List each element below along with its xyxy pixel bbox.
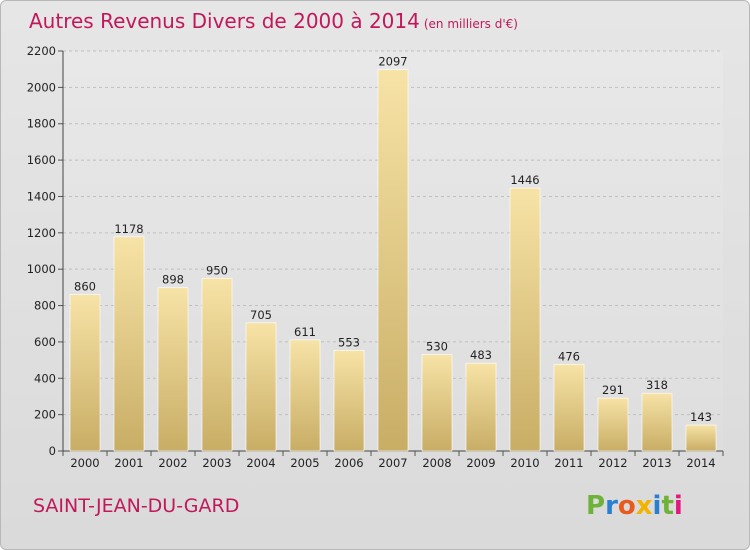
x-tick-label: 2000 <box>70 456 99 470</box>
y-tick-label: 600 <box>34 335 56 349</box>
x-tick-label: 2004 <box>246 456 275 470</box>
bar-value-label: 291 <box>602 383 624 397</box>
y-tick-label: 200 <box>34 408 56 422</box>
logo-letter: P <box>586 491 606 521</box>
bar-value-label: 1446 <box>510 173 539 187</box>
bar <box>201 277 233 452</box>
bar-value-label: 483 <box>470 348 492 362</box>
logo-letter: r <box>605 491 618 521</box>
x-tick-label: 2003 <box>202 456 231 470</box>
y-tick-label: 1000 <box>27 262 56 276</box>
bar-value-label: 1178 <box>114 222 143 236</box>
bar-value-label: 318 <box>646 378 668 392</box>
x-tick-label: 2013 <box>642 456 671 470</box>
x-tick-label: 2001 <box>114 456 143 470</box>
x-tick-label: 2010 <box>510 456 539 470</box>
bar <box>333 350 365 452</box>
logo-letter: x <box>635 491 653 521</box>
bar <box>509 187 541 452</box>
bar <box>69 294 101 452</box>
bar-value-label: 2097 <box>378 55 407 69</box>
chart-subtitle: (en milliers d'€) <box>423 17 518 31</box>
y-tick-label: 2200 <box>27 44 56 58</box>
bar <box>421 354 453 452</box>
proxiti-logo: Proxiti <box>586 491 683 521</box>
x-tick-label: 2002 <box>158 456 187 470</box>
logo-letter: o <box>617 491 636 521</box>
x-tick-label: 2006 <box>334 456 363 470</box>
y-tick-label: 800 <box>34 299 56 313</box>
bar-value-label: 898 <box>162 273 184 287</box>
x-tick-label: 2008 <box>422 456 451 470</box>
bar <box>245 322 277 452</box>
bar-value-label: 611 <box>294 325 316 339</box>
bar-value-label: 476 <box>558 349 580 363</box>
bar-value-label: 860 <box>74 280 96 294</box>
city-name: SAINT-JEAN-DU-GARD <box>33 495 240 517</box>
bar <box>641 392 673 452</box>
chart-title: Autres Revenus Divers de 2000 à 2014 (en … <box>29 9 518 33</box>
y-tick-label: 1400 <box>27 189 56 203</box>
bar <box>553 364 585 452</box>
bar <box>113 236 145 452</box>
logo-letter: i <box>673 491 683 521</box>
y-tick-label: 1600 <box>27 153 56 167</box>
x-tick-label: 2005 <box>290 456 319 470</box>
bars: 860 1178 898 950 705 611 553 2097 530 483 1446 476 2… <box>69 55 717 452</box>
x-tick-label: 2007 <box>378 456 407 470</box>
logo-letter: i <box>652 491 662 521</box>
y-tick-label: 0 <box>49 444 56 458</box>
x-tick-label: 2009 <box>466 456 495 470</box>
y-tick-label: 2000 <box>27 80 56 94</box>
y-tick-label: 400 <box>34 371 56 385</box>
x-tick-label: 2012 <box>598 456 627 470</box>
bar <box>685 424 717 452</box>
bar <box>289 339 321 452</box>
bar-value-label: 705 <box>250 308 272 322</box>
bar-value-label: 553 <box>338 335 360 349</box>
y-tick-label: 1800 <box>27 117 56 131</box>
bar-value-label: 950 <box>206 263 228 277</box>
chart-title-text: Autres Revenus Divers de 2000 à 2014 <box>29 9 420 33</box>
x-tick-label: 2014 <box>686 456 715 470</box>
y-tick-label: 1200 <box>27 226 56 240</box>
bar-value-label: 530 <box>426 340 448 354</box>
bar-value-label: 143 <box>690 410 712 424</box>
bar <box>377 69 409 452</box>
bar <box>157 287 189 452</box>
bar-chart: 0 200 400 600 800 1000 1200 1400 1600 1800 2000 220… <box>27 44 724 470</box>
bar <box>465 362 497 452</box>
bar <box>597 397 629 452</box>
x-tick-label: 2011 <box>554 456 583 470</box>
x-axis: 2000 2001 2002 2003 2004 2005 2006 2007 2008 2009… <box>62 451 724 470</box>
logo-letter: t <box>661 491 674 521</box>
